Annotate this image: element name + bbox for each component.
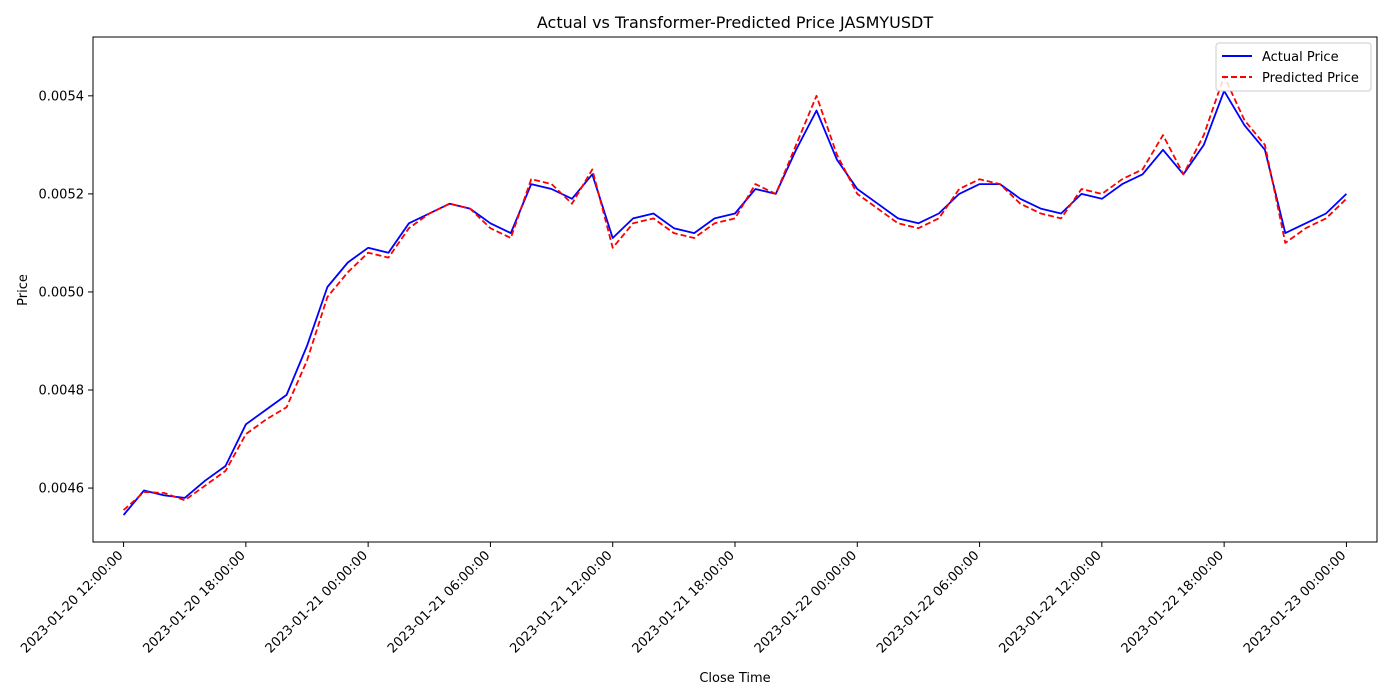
y-tick-label: 0.0046 bbox=[39, 482, 85, 497]
x-tick-label: 2023-01-21 12:00:00 bbox=[507, 548, 615, 656]
y-tick-label: 0.0048 bbox=[39, 384, 85, 399]
x-tick-label: 2023-01-23 00:00:00 bbox=[1241, 548, 1349, 656]
legend-box bbox=[1215, 42, 1372, 92]
y-tick-label: 0.0050 bbox=[39, 285, 85, 300]
x-tick-label: 2023-01-20 18:00:00 bbox=[140, 548, 248, 656]
x-axis-label: Close Time bbox=[699, 671, 770, 686]
series-layer bbox=[122, 75, 1348, 516]
x-tick-label: 2023-01-20 12:00:00 bbox=[18, 548, 126, 656]
y-axis-label: Price bbox=[16, 274, 31, 306]
x-tick-label: 2023-01-22 06:00:00 bbox=[874, 548, 982, 656]
x-tick-label: 2023-01-22 18:00:00 bbox=[1119, 548, 1227, 656]
legend-label-predicted: Predicted Price bbox=[1262, 71, 1359, 86]
y-tick-label: 0.0054 bbox=[39, 89, 85, 104]
y-tick-label: 0.0052 bbox=[39, 187, 85, 202]
x-tick-label: 2023-01-21 00:00:00 bbox=[263, 548, 371, 656]
series-line-predicted bbox=[123, 75, 1348, 511]
x-tick-label: 2023-01-21 18:00:00 bbox=[630, 548, 738, 656]
x-tick-label: 2023-01-22 12:00:00 bbox=[996, 548, 1104, 656]
y-axis: 0.0046 0.0048 0.0050 0.0052 0.0054 bbox=[39, 89, 93, 497]
x-tick-label: 2023-01-22 00:00:00 bbox=[752, 548, 860, 656]
x-axis: 2023-01-20 12:00:00 2023-01-20 18:00:00 20… bbox=[18, 542, 1349, 656]
plot-area bbox=[92, 36, 1378, 543]
chart-title: Actual vs Transformer-Predicted Price JA… bbox=[537, 13, 933, 32]
x-tick-label: 2023-01-21 06:00:00 bbox=[385, 548, 493, 656]
legend: Actual Price Predicted Price bbox=[1215, 42, 1372, 92]
series-line-actual bbox=[122, 90, 1348, 516]
legend-label-actual: Actual Price bbox=[1262, 50, 1339, 65]
